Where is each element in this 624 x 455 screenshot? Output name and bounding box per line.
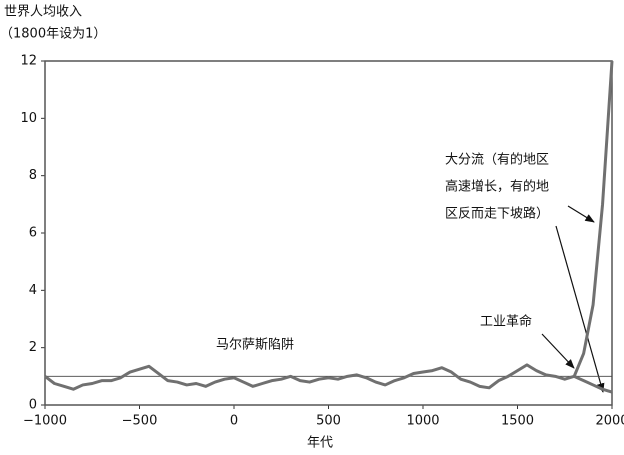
annotation: 区反而走下坡路）: [445, 206, 549, 222]
arrow: [541, 333, 575, 369]
y-tick-label: 4: [29, 283, 37, 298]
x-tick-label: 1500: [501, 414, 534, 429]
y-tick-label: 0: [29, 398, 37, 413]
y-axis-title: （1800年设为1）: [0, 27, 106, 42]
annotation: 高速增长，有的地: [445, 179, 549, 195]
y-tick-label: 10: [20, 111, 37, 126]
annotation: 马尔萨斯陷阱: [216, 338, 294, 353]
x-tick-label: 500: [316, 414, 341, 429]
annotation: 工业革命: [480, 314, 532, 330]
arrow: [555, 225, 605, 393]
arrow: [567, 205, 595, 223]
series-line: [44, 60, 614, 391]
series-line: [573, 374, 613, 394]
x-axis-title: 年代: [307, 436, 333, 451]
plot-frame: [44, 60, 613, 406]
y-tick-label: 8: [29, 168, 37, 183]
x-tick-label: 0: [230, 414, 238, 429]
x-tick-label: −1000: [23, 414, 67, 429]
x-tick-label: 1000: [406, 414, 439, 429]
y-tick-label: 6: [29, 226, 37, 241]
x-tick-label: −500: [122, 414, 158, 429]
y-tick-label: 2: [29, 340, 37, 355]
annotation: 大分流（有的地区: [445, 152, 549, 168]
x-tick-label: 2000: [595, 414, 624, 429]
y-axis-title: 世界人均收入: [4, 5, 82, 20]
y-tick-label: 12: [20, 54, 37, 69]
